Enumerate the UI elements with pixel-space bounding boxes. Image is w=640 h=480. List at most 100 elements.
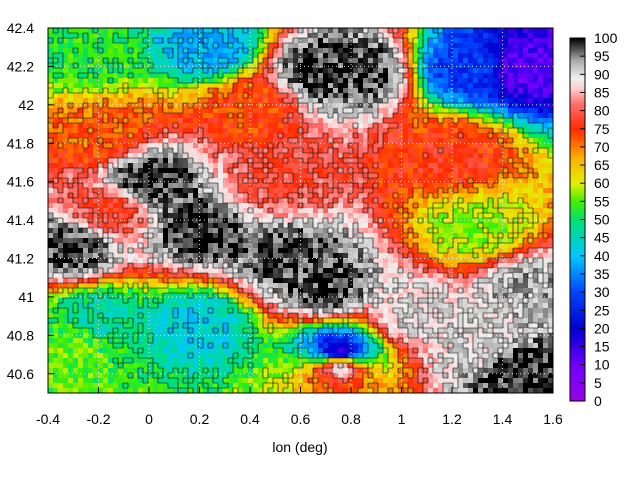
heatmap-cell xyxy=(413,48,419,54)
heatmap-cell xyxy=(353,173,359,179)
heatmap-cell xyxy=(393,153,399,159)
heatmap-cell xyxy=(348,248,354,254)
heatmap-cell xyxy=(88,203,94,209)
heatmap-cell xyxy=(93,158,99,164)
heatmap-cell xyxy=(318,123,324,129)
heatmap-cell xyxy=(278,123,284,129)
heatmap-cell xyxy=(58,223,64,229)
heatmap-cell xyxy=(463,158,469,164)
heatmap-cell xyxy=(383,228,389,234)
heatmap-cell xyxy=(278,163,284,169)
heatmap-cell xyxy=(378,113,384,119)
heatmap-cell xyxy=(188,43,194,49)
heatmap-cell xyxy=(93,123,99,129)
heatmap-cell xyxy=(393,33,399,39)
heatmap-cell xyxy=(153,263,159,269)
heatmap-cell xyxy=(78,273,84,279)
heatmap-cell xyxy=(153,253,159,259)
heatmap-cell xyxy=(288,138,294,144)
heatmap-cell xyxy=(538,243,544,249)
heatmap-cell xyxy=(313,168,319,174)
heatmap-cell xyxy=(48,38,54,44)
heatmap-cell xyxy=(248,113,254,119)
heatmap-cell xyxy=(458,93,464,99)
heatmap-cell xyxy=(63,273,69,279)
heatmap-cell xyxy=(48,238,54,244)
heatmap-cell xyxy=(478,223,484,229)
heatmap-cell xyxy=(283,78,289,84)
heatmap-cell xyxy=(538,203,544,209)
heatmap-cell xyxy=(73,28,79,34)
heatmap-cell xyxy=(368,223,374,229)
heatmap-cell xyxy=(303,198,309,204)
heatmap-cell xyxy=(343,183,349,189)
heatmap-cell xyxy=(58,173,64,179)
heatmap-cell xyxy=(533,193,539,199)
heatmap-cell xyxy=(93,28,99,34)
heatmap-cell xyxy=(313,208,319,214)
heatmap-cell xyxy=(538,233,544,239)
heatmap-cell xyxy=(93,233,99,239)
heatmap-cell xyxy=(143,173,149,179)
heatmap-cell xyxy=(158,273,164,279)
heatmap-cell xyxy=(143,128,149,134)
heatmap-cell xyxy=(318,153,324,159)
heatmap-cell xyxy=(168,93,174,99)
heatmap-cell xyxy=(138,228,144,234)
heatmap-cell xyxy=(318,73,324,79)
heatmap-cell xyxy=(268,153,274,159)
heatmap-cell xyxy=(498,208,504,214)
heatmap-cell xyxy=(128,243,134,249)
heatmap-cell xyxy=(273,98,279,104)
heatmap-cell xyxy=(243,173,249,179)
heatmap-cell xyxy=(188,218,194,224)
heatmap-cell xyxy=(63,178,69,184)
heatmap-cell xyxy=(393,258,399,264)
heatmap-cell xyxy=(198,103,204,109)
heatmap-cell xyxy=(433,93,439,99)
heatmap-cell xyxy=(503,103,509,109)
heatmap-cell xyxy=(203,248,209,254)
heatmap-cell xyxy=(268,233,274,239)
heatmap-cell xyxy=(138,123,144,129)
heatmap-cell xyxy=(298,173,304,179)
heatmap-cell xyxy=(173,243,179,249)
heatmap-cell xyxy=(123,248,129,254)
heatmap-cell xyxy=(288,118,294,124)
heatmap-cell xyxy=(413,158,419,164)
heatmap-cell xyxy=(478,233,484,239)
heatmap-cell xyxy=(218,43,224,49)
heatmap-cell xyxy=(198,88,204,94)
heatmap-cell xyxy=(258,198,264,204)
heatmap-cell xyxy=(88,153,94,159)
heatmap-cell xyxy=(388,158,394,164)
heatmap-cell xyxy=(503,198,509,204)
heatmap-cell xyxy=(288,213,294,219)
heatmap-cell xyxy=(233,238,239,244)
heatmap-cell xyxy=(278,113,284,119)
heatmap-cell xyxy=(178,248,184,254)
heatmap-cell xyxy=(313,133,319,139)
heatmap-cell xyxy=(388,108,394,114)
heatmap-cell xyxy=(543,233,549,239)
heatmap-cell xyxy=(438,48,444,54)
heatmap-cell xyxy=(428,83,434,89)
heatmap-cell xyxy=(98,118,104,124)
heatmap-cell xyxy=(438,33,444,39)
heatmap-cell xyxy=(478,128,484,134)
heatmap-cell xyxy=(293,268,299,274)
heatmap-cell xyxy=(158,153,164,159)
heatmap-cell xyxy=(263,93,269,99)
heatmap-cell xyxy=(128,63,134,69)
heatmap-cell xyxy=(228,33,234,39)
heatmap-cell xyxy=(508,28,514,34)
heatmap-cell xyxy=(513,238,519,244)
heatmap-cell xyxy=(218,53,224,59)
heatmap-cell xyxy=(348,43,354,49)
heatmap-cell xyxy=(298,233,304,239)
heatmap-cell xyxy=(348,153,354,159)
heatmap-cell xyxy=(513,253,519,259)
heatmap-cell xyxy=(198,133,204,139)
heatmap-cell xyxy=(518,228,524,234)
heatmap-cell xyxy=(453,178,459,184)
